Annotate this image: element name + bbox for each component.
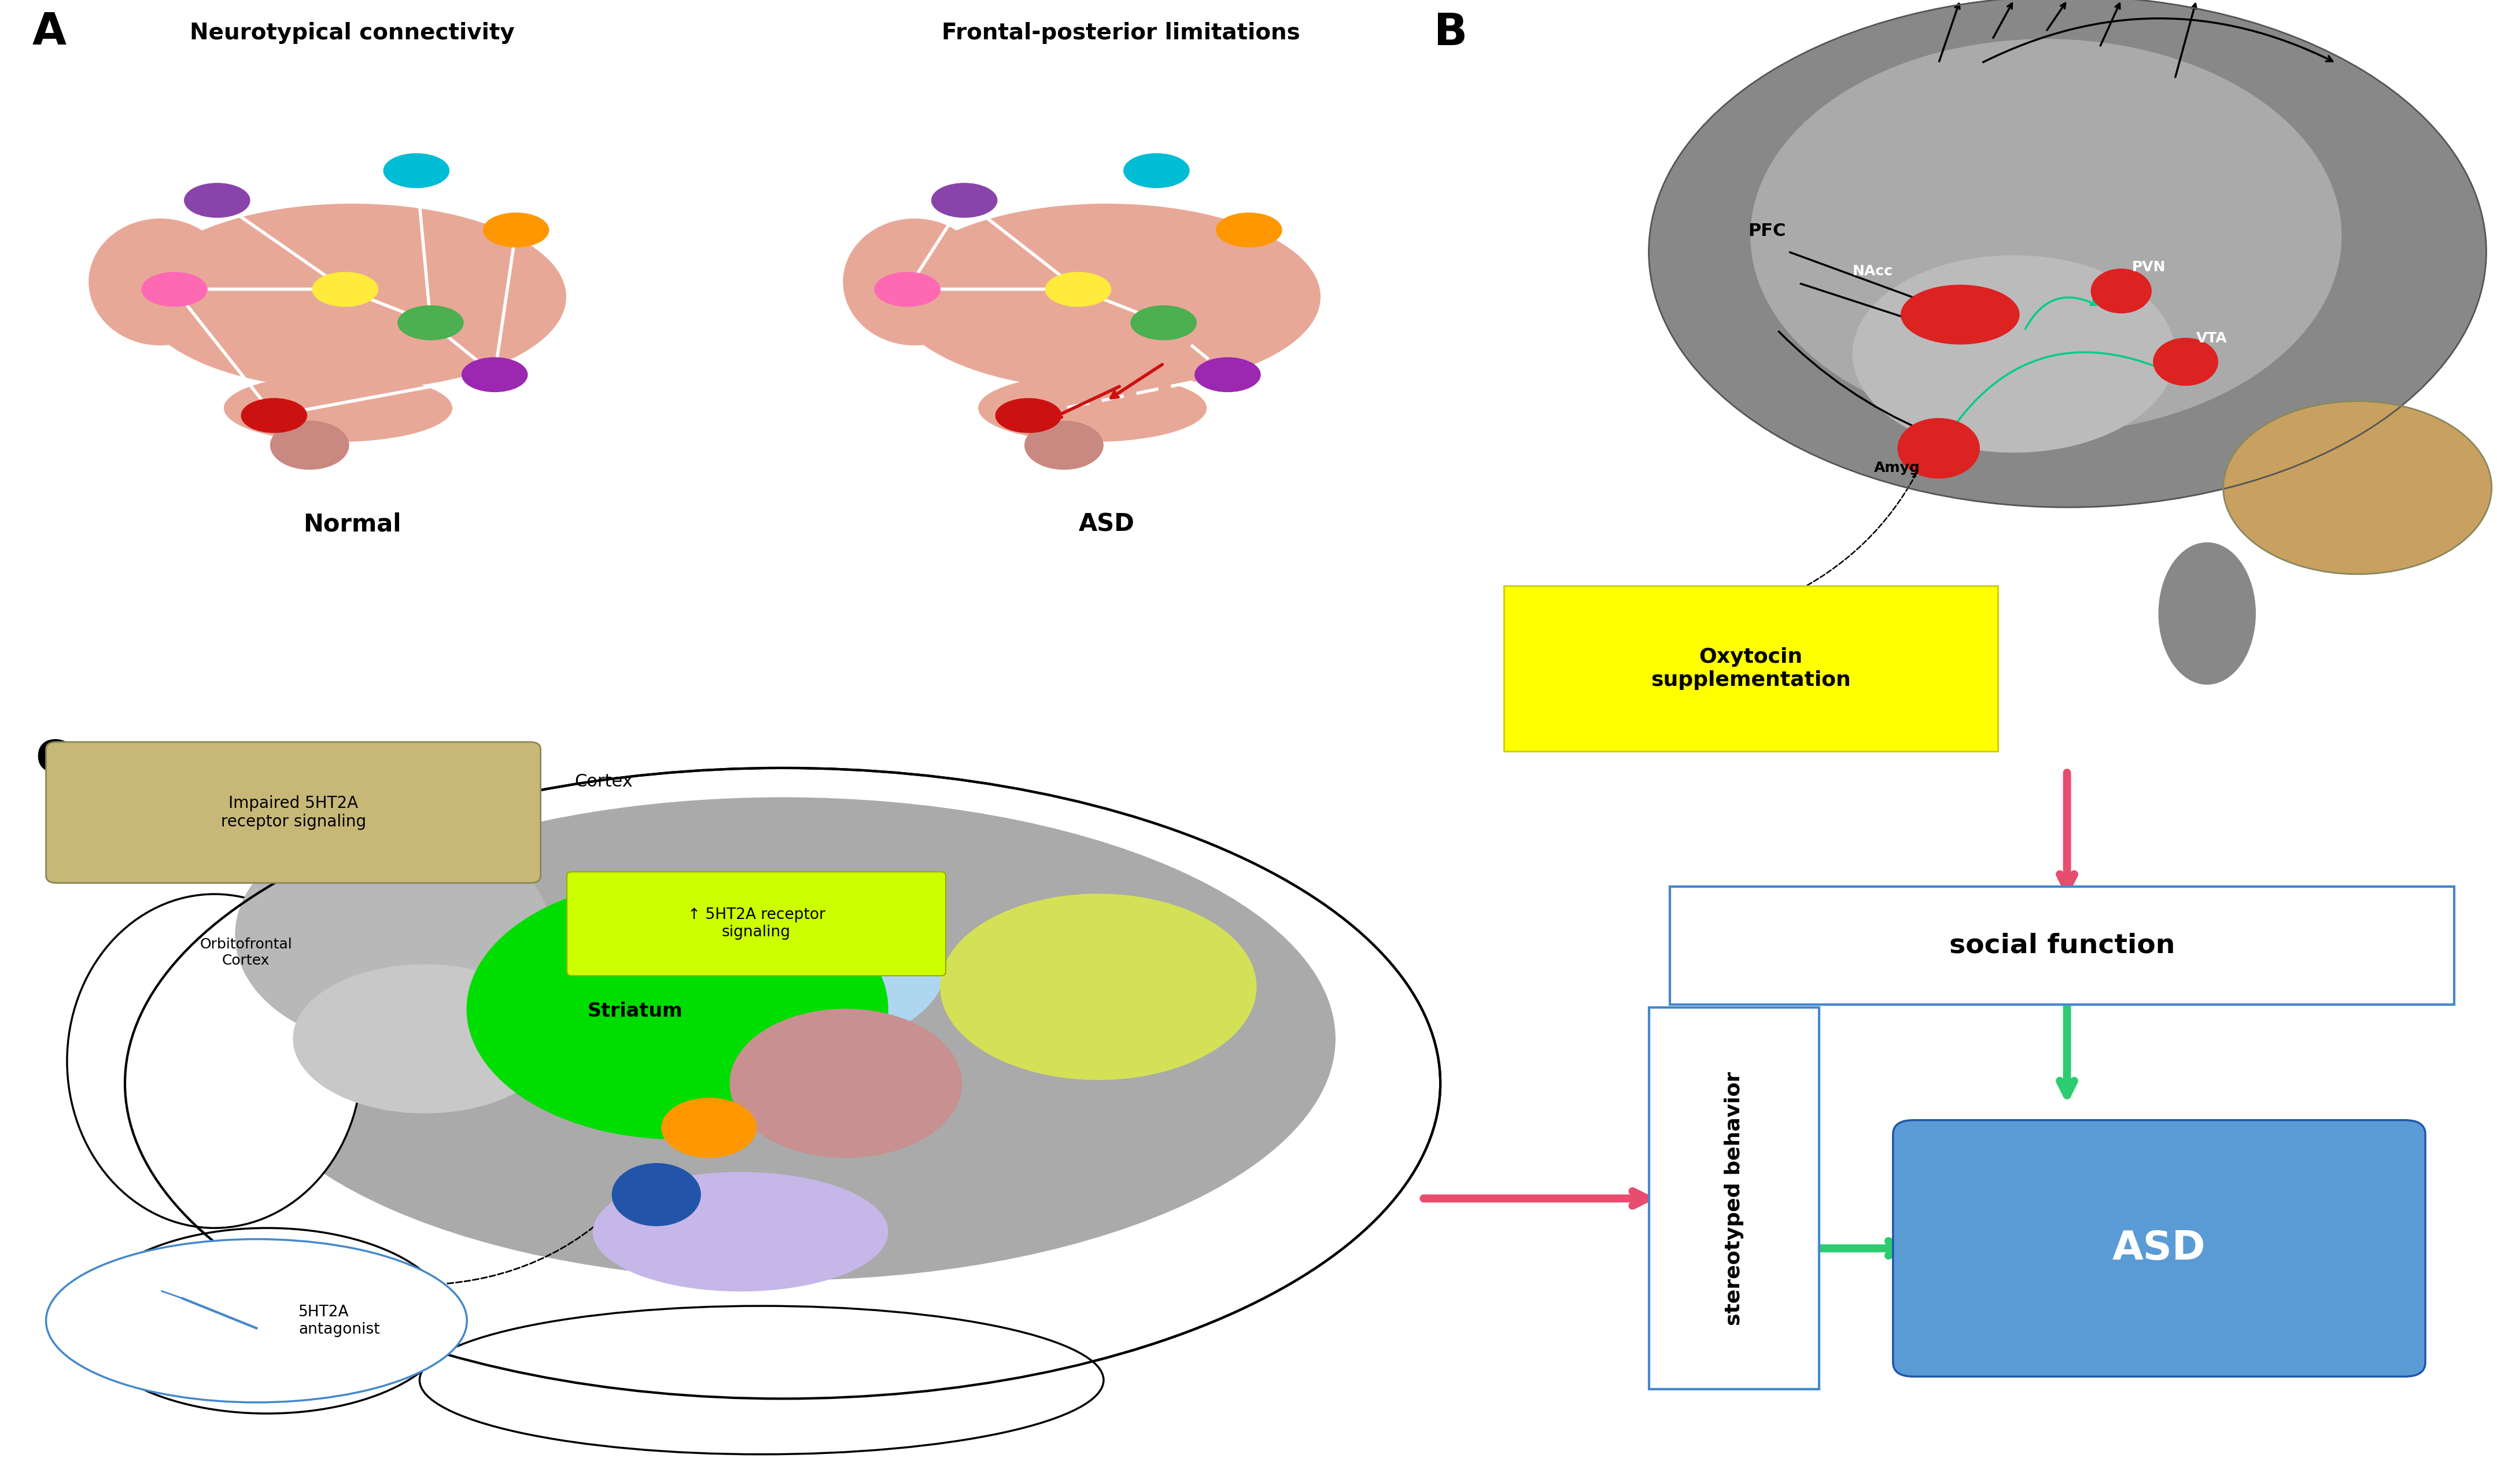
- Ellipse shape: [1024, 421, 1104, 469]
- FancyBboxPatch shape: [1503, 586, 1998, 751]
- Circle shape: [462, 358, 527, 392]
- Ellipse shape: [82, 1229, 452, 1413]
- Circle shape: [2152, 338, 2217, 386]
- Ellipse shape: [729, 1009, 961, 1158]
- Text: stereotyped behavior: stereotyped behavior: [1725, 1071, 1743, 1325]
- Text: social function: social function: [1950, 932, 2175, 959]
- Ellipse shape: [2222, 401, 2492, 574]
- Ellipse shape: [662, 1098, 757, 1158]
- Ellipse shape: [230, 798, 1336, 1279]
- Text: ASD: ASD: [2112, 1229, 2205, 1267]
- Text: PFC: PFC: [292, 861, 327, 880]
- Circle shape: [385, 154, 449, 188]
- Circle shape: [996, 398, 1061, 433]
- Circle shape: [1216, 212, 1281, 246]
- Text: NAcc: NAcc: [1853, 264, 1893, 278]
- Text: Oxytocin
supplementation: Oxytocin supplementation: [1651, 647, 1850, 690]
- FancyBboxPatch shape: [1670, 886, 2455, 1005]
- Text: VTA: VTA: [2197, 331, 2227, 344]
- Ellipse shape: [90, 220, 232, 346]
- Ellipse shape: [941, 893, 1256, 1080]
- Circle shape: [1898, 418, 1980, 478]
- Ellipse shape: [67, 893, 362, 1229]
- Circle shape: [612, 1163, 702, 1226]
- Text: ↑ 5HT2A receptor
signaling: ↑ 5HT2A receptor signaling: [687, 908, 824, 939]
- Ellipse shape: [419, 1306, 1104, 1454]
- Ellipse shape: [270, 421, 350, 469]
- Ellipse shape: [1853, 255, 2175, 453]
- Ellipse shape: [225, 374, 452, 442]
- Ellipse shape: [594, 1172, 889, 1291]
- Ellipse shape: [2160, 543, 2255, 684]
- Circle shape: [242, 398, 307, 433]
- Circle shape: [874, 272, 941, 306]
- FancyBboxPatch shape: [45, 742, 539, 883]
- Text: Amyg: Amyg: [1875, 462, 1920, 475]
- Ellipse shape: [844, 220, 986, 346]
- Circle shape: [312, 272, 377, 306]
- Ellipse shape: [894, 203, 1321, 389]
- Text: 5HT2A
antagonist: 5HT2A antagonist: [300, 1304, 380, 1337]
- Circle shape: [1124, 154, 1189, 188]
- Circle shape: [1131, 306, 1196, 340]
- Circle shape: [931, 183, 996, 217]
- Text: Orbitofrontal
Cortex: Orbitofrontal Cortex: [200, 938, 292, 968]
- Text: Neurotypical connectivity: Neurotypical connectivity: [190, 22, 514, 45]
- Ellipse shape: [979, 374, 1206, 442]
- Ellipse shape: [467, 879, 889, 1140]
- Circle shape: [1046, 272, 1111, 306]
- Circle shape: [185, 183, 250, 217]
- Text: Striatum: Striatum: [587, 1002, 684, 1021]
- Text: B: B: [1433, 12, 1468, 55]
- Ellipse shape: [1750, 39, 2342, 432]
- FancyBboxPatch shape: [1651, 1008, 1820, 1389]
- Circle shape: [142, 272, 207, 306]
- Text: C: C: [35, 738, 67, 781]
- Ellipse shape: [1900, 285, 2020, 344]
- Text: Impaired 5HT2A
receptor signaling: Impaired 5HT2A receptor signaling: [220, 795, 367, 830]
- Circle shape: [484, 212, 549, 246]
- FancyBboxPatch shape: [567, 871, 946, 976]
- Text: Frontal-posterior limitations: Frontal-posterior limitations: [941, 22, 1301, 45]
- Ellipse shape: [292, 965, 557, 1113]
- Ellipse shape: [45, 1239, 467, 1402]
- FancyBboxPatch shape: [1893, 1120, 2425, 1377]
- Ellipse shape: [682, 883, 946, 1046]
- Circle shape: [2090, 269, 2152, 313]
- Text: PFC: PFC: [1748, 223, 1785, 239]
- Text: A: A: [32, 10, 67, 53]
- Ellipse shape: [125, 767, 1441, 1398]
- Text: Normal: Normal: [302, 512, 402, 536]
- Ellipse shape: [235, 824, 552, 1046]
- Ellipse shape: [140, 203, 567, 389]
- Circle shape: [397, 306, 464, 340]
- Text: PVN: PVN: [2132, 260, 2165, 275]
- Circle shape: [1196, 358, 1261, 392]
- Ellipse shape: [1648, 0, 2487, 508]
- Text: ASD: ASD: [1079, 512, 1134, 536]
- Text: Cortex: Cortex: [574, 773, 632, 789]
